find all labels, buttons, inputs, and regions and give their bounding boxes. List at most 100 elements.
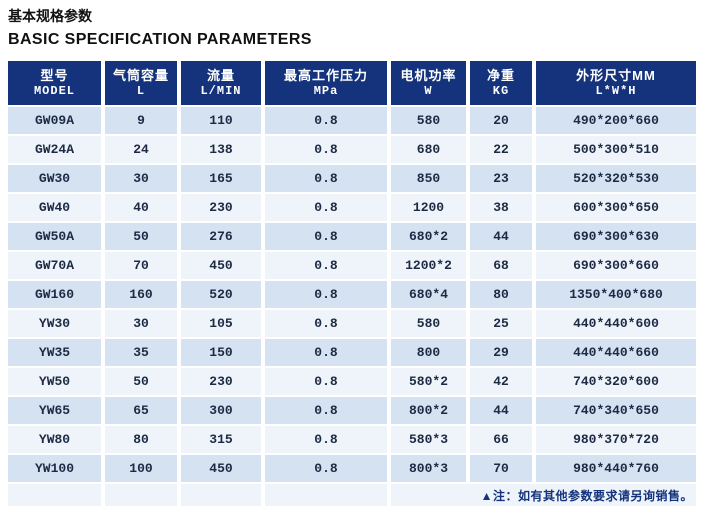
column-header-pressure: 最高工作压力 MPa [265, 61, 387, 105]
column-header-model: 型号 MODEL [8, 61, 101, 105]
column-unit: L [136, 83, 146, 98]
cell-weight: 44 [470, 223, 532, 250]
cell-dimensions: 980*370*720 [536, 426, 696, 453]
cell-dimensions: 690*300*630 [536, 223, 696, 250]
cell-power: 680*4 [391, 281, 466, 308]
column-unit: KG [492, 83, 510, 98]
column-header-power: 电机功率 W [391, 61, 466, 105]
cell-flow: 230 [181, 368, 261, 395]
footer-empty-cell [105, 484, 177, 506]
cell-dimensions: 440*440*600 [536, 310, 696, 337]
cell-flow: 315 [181, 426, 261, 453]
cell-power: 800*2 [391, 397, 466, 424]
cell-dimensions: 980*440*760 [536, 455, 696, 482]
page-title-cn: 基本规格参数 [8, 8, 92, 24]
cell-pressure: 0.8 [265, 252, 387, 279]
cell-capacity: 30 [105, 165, 177, 192]
cell-pressure: 0.8 [265, 194, 387, 221]
cell-weight: 23 [470, 165, 532, 192]
cell-power: 580*2 [391, 368, 466, 395]
cell-model: GW160 [8, 281, 101, 308]
cell-model: YW35 [8, 339, 101, 366]
cell-dimensions: 440*440*660 [536, 339, 696, 366]
column-header-weight: 净重 KG [470, 61, 532, 105]
cell-dimensions: 740*340*650 [536, 397, 696, 424]
cell-capacity: 65 [105, 397, 177, 424]
column-unit: L*W*H [595, 83, 637, 98]
cell-pressure: 0.8 [265, 310, 387, 337]
cell-capacity: 9 [105, 107, 177, 134]
column-unit: MPa [313, 83, 339, 98]
column-header-dimensions: 外形尺寸MM L*W*H [536, 61, 696, 105]
footer-empty-cell [265, 484, 387, 506]
cell-power: 800*3 [391, 455, 466, 482]
cell-flow: 450 [181, 455, 261, 482]
cell-model: GW09A [8, 107, 101, 134]
cell-capacity: 160 [105, 281, 177, 308]
cell-capacity: 50 [105, 368, 177, 395]
cell-pressure: 0.8 [265, 339, 387, 366]
cell-pressure: 0.8 [265, 397, 387, 424]
column-title-cn: 气筒容量 [112, 67, 169, 83]
cell-flow: 520 [181, 281, 261, 308]
cell-capacity: 80 [105, 426, 177, 453]
column-header-capacity: 气筒容量 L [105, 61, 177, 105]
page-title-en: BASIC SPECIFICATION PARAMETERS [8, 31, 312, 48]
cell-dimensions: 520*320*530 [536, 165, 696, 192]
cell-flow: 138 [181, 136, 261, 163]
cell-model: GW50A [8, 223, 101, 250]
cell-pressure: 0.8 [265, 107, 387, 134]
cell-capacity: 24 [105, 136, 177, 163]
cell-dimensions: 600*300*650 [536, 194, 696, 221]
cell-power: 850 [391, 165, 466, 192]
cell-pressure: 0.8 [265, 223, 387, 250]
cell-weight: 80 [470, 281, 532, 308]
cell-pressure: 0.8 [265, 281, 387, 308]
cell-capacity: 50 [105, 223, 177, 250]
cell-weight: 25 [470, 310, 532, 337]
cell-model: YW65 [8, 397, 101, 424]
cell-power: 680*2 [391, 223, 466, 250]
column-unit: MODEL [33, 83, 75, 98]
cell-power: 580*3 [391, 426, 466, 453]
cell-flow: 150 [181, 339, 261, 366]
cell-power: 1200 [391, 194, 466, 221]
cell-dimensions: 500*300*510 [536, 136, 696, 163]
cell-capacity: 100 [105, 455, 177, 482]
cell-flow: 276 [181, 223, 261, 250]
cell-dimensions: 740*320*600 [536, 368, 696, 395]
cell-weight: 29 [470, 339, 532, 366]
cell-capacity: 35 [105, 339, 177, 366]
column-title-cn: 外形尺寸MM [576, 67, 656, 83]
cell-dimensions: 490*200*660 [536, 107, 696, 134]
cell-flow: 450 [181, 252, 261, 279]
cell-pressure: 0.8 [265, 165, 387, 192]
cell-weight: 22 [470, 136, 532, 163]
cell-pressure: 0.8 [265, 368, 387, 395]
cell-weight: 42 [470, 368, 532, 395]
cell-model: GW30 [8, 165, 101, 192]
cell-pressure: 0.8 [265, 455, 387, 482]
column-title-cn: 流量 [206, 67, 235, 83]
cell-power: 680 [391, 136, 466, 163]
cell-power: 580 [391, 107, 466, 134]
cell-power: 580 [391, 310, 466, 337]
cell-weight: 66 [470, 426, 532, 453]
cell-model: GW40 [8, 194, 101, 221]
column-unit: L/MIN [200, 83, 242, 98]
cell-dimensions: 690*300*660 [536, 252, 696, 279]
cell-power: 1200*2 [391, 252, 466, 279]
cell-flow: 105 [181, 310, 261, 337]
spec-table: 型号 MODEL 气筒容量 L 流量 L/MIN 最高工作压力 MPa 电机功率 W 净重 KG 外形尺… [8, 61, 696, 506]
cell-capacity: 30 [105, 310, 177, 337]
footnote: ▲注：如有其他参数要求请另询销售。 [391, 484, 696, 506]
cell-capacity: 40 [105, 194, 177, 221]
cell-weight: 70 [470, 455, 532, 482]
cell-flow: 230 [181, 194, 261, 221]
cell-pressure: 0.8 [265, 426, 387, 453]
cell-weight: 68 [470, 252, 532, 279]
footer-empty-cell [181, 484, 261, 506]
cell-model: GW24A [8, 136, 101, 163]
cell-flow: 110 [181, 107, 261, 134]
